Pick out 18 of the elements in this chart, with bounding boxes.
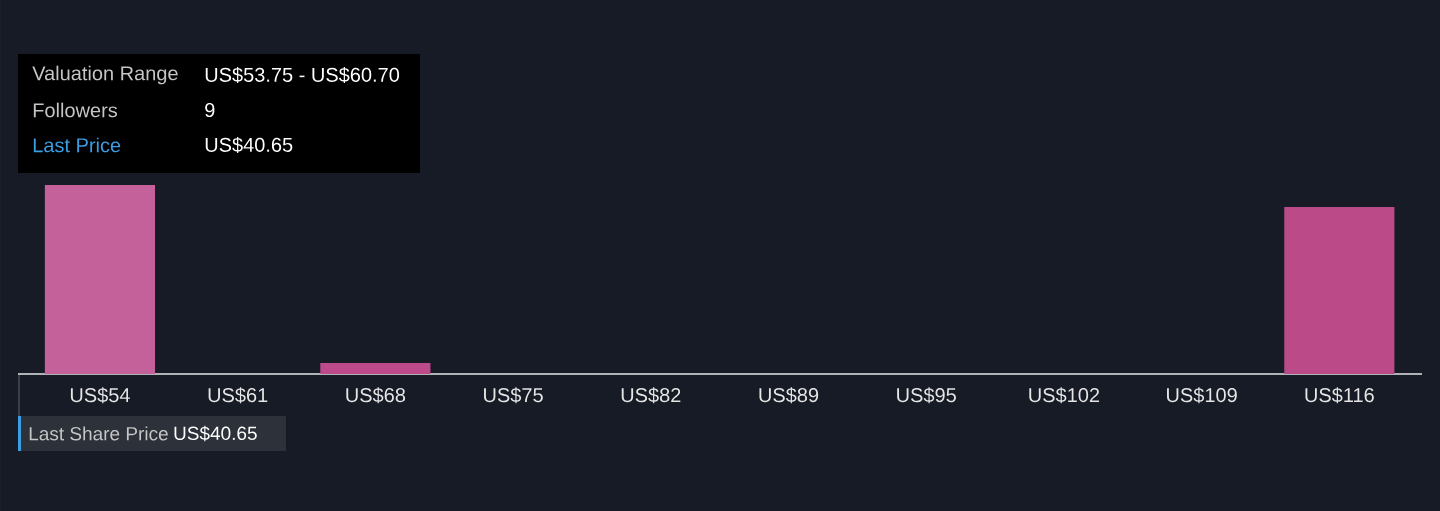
text: US$53.75 - US$60.70 xyxy=(205,66,400,84)
text: US$40.65 xyxy=(205,136,293,154)
x-tick-label: US$116 xyxy=(1305,387,1374,404)
x-tick-label: US$82 xyxy=(621,387,681,404)
x-tick-label: US$89 xyxy=(759,387,819,404)
text: US$40.65 xyxy=(174,425,257,442)
text: Valuation Range xyxy=(32,65,178,85)
text: Last Price xyxy=(33,137,121,153)
x-tick-label: US$54 xyxy=(70,387,130,404)
x-tick-label: US$102 xyxy=(1029,387,1100,404)
text: 9 xyxy=(205,102,215,118)
x-tick-label: US$109 xyxy=(1167,387,1237,404)
x-tick-label: US$75 xyxy=(484,387,543,404)
x-tick-label: US$95 xyxy=(897,387,956,404)
x-tick-label: US$61 xyxy=(208,387,268,404)
text: Last Share Price xyxy=(29,426,168,441)
x-tick-label: US$68 xyxy=(346,387,406,404)
text: Followers xyxy=(33,102,118,118)
